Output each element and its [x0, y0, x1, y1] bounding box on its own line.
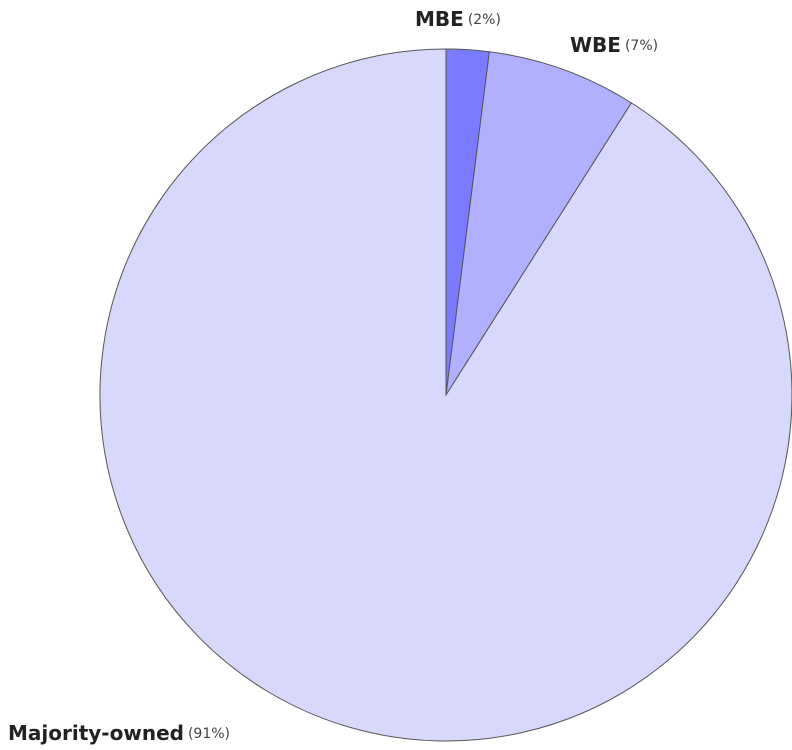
slice-value-label: (2%): [468, 12, 501, 28]
slice-value-label: (7%): [625, 38, 658, 54]
pie-slice: [445, 51, 633, 396]
slice-name: WBE: [570, 33, 621, 57]
pie-slice: [99, 48, 792, 742]
slice-label: Majority-owned (91%): [8, 721, 230, 745]
slice-name: Majority-owned: [8, 721, 184, 745]
slice-name: MBE: [415, 7, 464, 31]
slice-value-label: (91%): [188, 726, 230, 742]
slice-label: MBE (2%): [415, 7, 501, 31]
slice-label: WBE (7%): [570, 33, 658, 57]
